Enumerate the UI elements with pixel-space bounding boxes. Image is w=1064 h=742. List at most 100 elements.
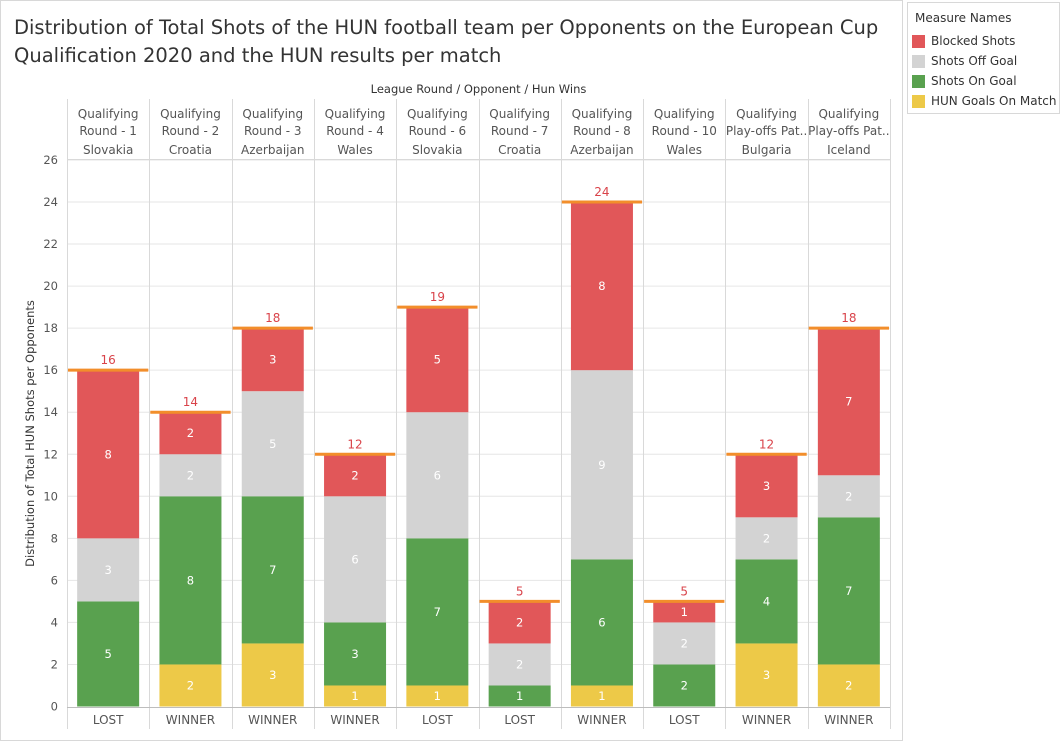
legend-item-blocked-shots[interactable]: Blocked Shots	[912, 31, 1059, 51]
bar-segment	[735, 643, 798, 707]
column-header-round-line2: Round - 3	[244, 124, 302, 138]
column-header-round-line2: Round - 1	[79, 124, 137, 138]
bar-segment	[77, 370, 140, 539]
column-footer-result: LOST	[504, 713, 535, 727]
bar-segment-label: 2	[845, 489, 852, 503]
header-title: League Round / Opponent / Hun Wins	[371, 82, 587, 96]
bar-segment	[735, 559, 798, 644]
bar-segment-label: 1	[351, 689, 358, 703]
bar-segment	[488, 685, 551, 707]
bar-segment-label: 8	[104, 447, 111, 461]
column-header-round-line1: Qualifying	[242, 107, 303, 121]
legend-item-hun-goals-on-match[interactable]: HUN Goals On Match	[912, 91, 1059, 111]
bar-segment-label: 3	[351, 647, 358, 661]
legend-label: Blocked Shots	[931, 34, 1016, 48]
bar-segment-label: 1	[598, 689, 605, 703]
y-tick-label: 8	[51, 531, 58, 545]
bar-segment-label: 6	[598, 615, 605, 629]
y-tick-label: 14	[43, 405, 58, 419]
legend-label: Shots On Goal	[931, 74, 1017, 88]
total-label: 18	[841, 311, 856, 325]
y-tick-label: 26	[43, 153, 58, 167]
bar-segment	[241, 643, 304, 707]
legend-swatch	[912, 74, 925, 88]
y-tick-label: 4	[51, 615, 58, 629]
bar-segment-label: 2	[845, 678, 852, 692]
bar-segment-label: 1	[681, 605, 688, 619]
bar-segment-label: 9	[598, 458, 605, 472]
viz-frame	[0, 0, 903, 741]
total-label: 14	[183, 395, 198, 409]
total-label: 19	[430, 290, 445, 304]
bar-segment-label: 2	[516, 657, 523, 671]
bar-segment-label: 5	[434, 353, 441, 367]
total-label: 16	[101, 353, 116, 367]
bar-segment	[570, 685, 633, 707]
bar-segment	[324, 685, 387, 707]
bar-segment	[159, 664, 222, 707]
bar-segment-label: 6	[434, 468, 441, 482]
column-header-round-line2: Round - 4	[326, 124, 384, 138]
y-tick-label: 24	[43, 195, 58, 209]
bar-segment	[817, 475, 880, 518]
column-footer-result: WINNER	[166, 713, 215, 727]
column-header-opponent: Azerbaijan	[241, 143, 304, 157]
column-header-round-line1: Qualifying	[78, 107, 139, 121]
bar-segment-label: 2	[681, 636, 688, 650]
y-tick-label: 12	[43, 447, 58, 461]
column-header-round-line2: Round - 2	[162, 124, 220, 138]
column-footer-result: WINNER	[248, 713, 297, 727]
bar-segment	[324, 496, 387, 623]
bar-segment-label: 2	[187, 468, 194, 482]
bar-segment	[817, 517, 880, 665]
bar-segment	[77, 538, 140, 602]
bar-segment-label: 2	[351, 468, 358, 482]
y-axis-title: Distribution of Total HUN Shots per Oppo…	[23, 300, 37, 567]
column-header-round-line2: Play-offs Pat..	[726, 124, 807, 138]
legend-swatch	[912, 34, 925, 48]
bar-segment-label: 2	[516, 615, 523, 629]
column-footer-result: WINNER	[330, 713, 379, 727]
bar-segment-label: 3	[763, 668, 770, 682]
bar-segment	[653, 664, 716, 707]
bar-segment	[324, 454, 387, 497]
bar-segment	[406, 412, 469, 539]
bar-segment	[488, 643, 551, 686]
total-label: 24	[594, 185, 609, 199]
legend-item-shots-off-goal[interactable]: Shots Off Goal	[912, 51, 1059, 71]
total-label: 18	[265, 311, 280, 325]
legend-label: Shots Off Goal	[931, 54, 1018, 68]
bar-segment	[817, 328, 880, 476]
bar-segment	[406, 538, 469, 686]
total-label: 12	[347, 437, 362, 451]
column-header-round-line1: Qualifying	[654, 107, 715, 121]
legend: Measure Names Blocked Shots Shots Off Go…	[907, 2, 1060, 114]
bar-segment-label: 6	[351, 552, 358, 566]
y-tick-label: 0	[51, 700, 58, 714]
chart-title: Distribution of Total Shots of the HUN f…	[14, 16, 879, 67]
legend-swatch	[912, 54, 925, 68]
legend-item-shots-on-goal[interactable]: Shots On Goal	[912, 71, 1059, 91]
bar-segment-label: 2	[681, 678, 688, 692]
column-footer-result: LOST	[422, 713, 453, 727]
y-tick-label: 22	[43, 237, 58, 251]
bar-segment-label: 1	[434, 689, 441, 703]
column-header-opponent: Iceland	[827, 143, 870, 157]
column-header-opponent: Slovakia	[412, 143, 462, 157]
column-header-round-line1: Qualifying	[736, 107, 797, 121]
y-tick-label: 10	[43, 489, 58, 503]
column-header-opponent: Bulgaria	[742, 143, 792, 157]
bar-segment-label: 8	[598, 279, 605, 293]
stacked-bar-chart: League Round / Opponent / Hun Wins024681…	[23, 82, 891, 729]
bar-segment-label: 7	[434, 605, 441, 619]
bar-segment-label: 7	[269, 563, 276, 577]
column-header-round-line1: Qualifying	[325, 107, 386, 121]
bar-segment	[159, 496, 222, 665]
bar-segment	[488, 601, 551, 644]
y-tick-label: 2	[51, 657, 58, 671]
bar-segment-label: 5	[104, 647, 111, 661]
column-header-opponent: Croatia	[498, 143, 541, 157]
bar-segment	[653, 601, 716, 623]
legend-title: Measure Names	[915, 11, 1012, 25]
bar-segment	[159, 454, 222, 497]
